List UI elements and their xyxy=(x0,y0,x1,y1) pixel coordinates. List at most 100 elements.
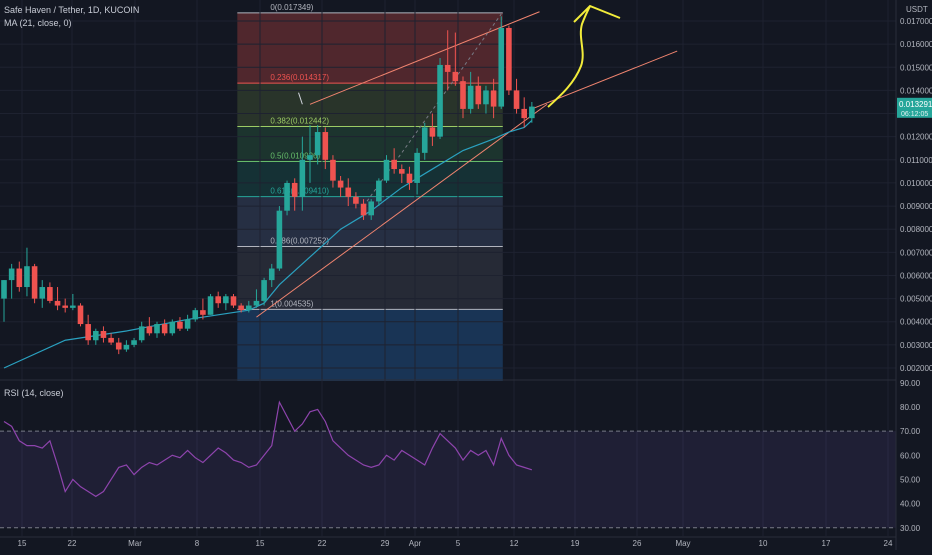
fibonacci-layer: 0(0.017349) 0.236(0.014317) 0.382(0.012442… xyxy=(237,3,503,381)
price-tick-label: 0.011000 xyxy=(900,156,932,165)
price-tick-label: 0.002000 xyxy=(900,364,932,373)
price-tick-label: 0.004000 xyxy=(900,318,932,327)
chart-title: Safe Haven / Tether, 1D, KUCOIN xyxy=(4,5,140,15)
candle-body xyxy=(100,330,107,338)
fib-level-label: 0.236(0.014317) xyxy=(270,73,329,82)
candle-body xyxy=(467,85,474,109)
candle-body xyxy=(376,180,382,202)
candle-body xyxy=(291,182,298,197)
candle-body xyxy=(307,155,313,160)
candle-body xyxy=(414,152,420,183)
time-tick-label: Apr xyxy=(409,539,422,548)
candle-body xyxy=(238,305,244,311)
ma-line xyxy=(3,120,533,369)
candle-body xyxy=(115,342,122,350)
candle-body xyxy=(138,326,145,341)
time-tick-label: 8 xyxy=(195,539,200,548)
candle-body xyxy=(391,159,397,170)
time-tick-label: 5 xyxy=(456,539,461,548)
time-tick-label: Mar xyxy=(128,539,142,548)
candle-body xyxy=(429,127,436,137)
time-tick-label: 22 xyxy=(318,539,327,548)
candle-body xyxy=(39,287,46,299)
candle-body xyxy=(506,27,512,91)
candle-body xyxy=(31,266,38,299)
candle-body xyxy=(62,305,68,308)
candle-body xyxy=(8,268,15,281)
candle-body xyxy=(123,344,130,350)
time-tick-label: 24 xyxy=(884,539,893,548)
price-axis-bg xyxy=(896,0,932,550)
candle-body xyxy=(85,324,91,341)
time-tick-label: 15 xyxy=(256,539,265,548)
price-tick-label: 0.016000 xyxy=(900,40,932,49)
time-tick-label: 29 xyxy=(381,539,390,548)
candle-body xyxy=(284,182,290,211)
fib-band xyxy=(237,126,503,162)
fib-level-label: 0.5(0.010926) xyxy=(270,152,320,161)
candle-body xyxy=(108,337,114,343)
fib-level-label: 0(0.017349) xyxy=(270,3,313,12)
candle-body xyxy=(498,27,505,107)
price-tick-label: 0.003000 xyxy=(900,341,932,350)
rsi-layer xyxy=(0,379,932,529)
rsi-band-fill xyxy=(0,431,896,528)
candle-body xyxy=(16,268,23,288)
candle-body xyxy=(521,108,527,119)
time-tick-label: 15 xyxy=(18,539,27,548)
hand-drawn-arrowhead xyxy=(573,4,621,23)
time-tick-label: 17 xyxy=(822,539,831,548)
price-tick-label: 0.009000 xyxy=(900,202,932,211)
annotation-layer xyxy=(547,4,621,108)
price-tick-label: 0.007000 xyxy=(900,248,932,257)
candle-body xyxy=(77,305,84,325)
candle-body xyxy=(246,305,252,311)
candle-body xyxy=(70,305,76,308)
rsi-tick-label: 60.00 xyxy=(900,451,921,460)
price-tick-label: 0.012000 xyxy=(900,133,932,142)
ma-layer xyxy=(3,120,533,369)
candle-body xyxy=(184,319,191,329)
candle-body xyxy=(368,201,374,216)
candle-body xyxy=(223,296,229,304)
candle-body xyxy=(399,169,405,174)
rsi-tick-label: 80.00 xyxy=(900,403,921,412)
time-tick-label: 22 xyxy=(68,539,77,548)
fib-band xyxy=(237,161,503,197)
candle-body xyxy=(93,330,99,341)
candle-body xyxy=(330,159,336,181)
candle-layer xyxy=(1,16,535,355)
candle-body xyxy=(475,85,482,105)
candle-body xyxy=(253,300,260,306)
fib-level-label: 0.382(0.012442) xyxy=(270,116,329,125)
candle-body xyxy=(24,266,30,288)
trendline xyxy=(531,50,678,110)
time-tick-label: 26 xyxy=(633,539,642,548)
candle-body xyxy=(490,90,497,107)
candle-body xyxy=(276,210,283,269)
ma-indicator-label: MA (21, close, 0) xyxy=(4,18,72,28)
last-price-label: 0.013291 xyxy=(899,100,932,109)
candle-body xyxy=(383,159,390,181)
candle-body xyxy=(154,324,160,334)
last-price-countdown: 06:12:05 xyxy=(901,111,928,118)
fib-level-label: 1(0.004535) xyxy=(270,299,313,308)
candle-body xyxy=(169,321,176,334)
time-tick-label: 19 xyxy=(571,539,580,548)
rsi-tick-label: 30.00 xyxy=(900,524,921,533)
currency-label: USDT xyxy=(906,5,928,14)
rsi-tick-label: 70.00 xyxy=(900,427,921,436)
candle-body xyxy=(483,90,489,105)
candle-body xyxy=(207,296,214,315)
candle-body xyxy=(131,340,137,345)
candle-body xyxy=(513,90,520,109)
candle-body xyxy=(353,196,359,204)
candle-body xyxy=(177,321,183,329)
time-tick-label: May xyxy=(675,539,690,548)
price-tick-label: 0.017000 xyxy=(900,17,932,26)
candle-body xyxy=(47,287,53,301)
time-tick-label: 12 xyxy=(510,539,519,548)
